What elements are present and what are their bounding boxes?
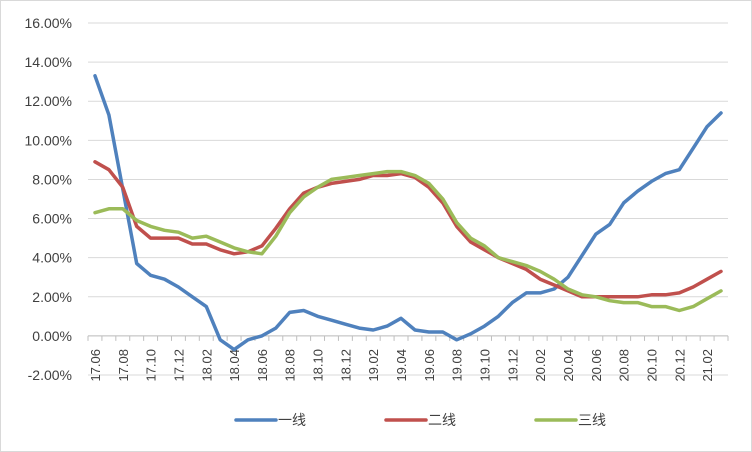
x-tick-label: 17.08 — [116, 349, 131, 382]
y-tick-label: 10.00% — [25, 132, 72, 148]
x-tick-label: 19.04 — [394, 349, 409, 382]
x-tick-label: 17.12 — [171, 349, 186, 382]
x-tick-label: 18.12 — [338, 349, 353, 382]
legend: 一线 二线 三线 — [234, 413, 606, 429]
x-tick-label: 19.08 — [450, 349, 465, 382]
x-tick-label: 18.08 — [283, 349, 298, 382]
y-tick-label: 16.00% — [25, 15, 72, 31]
y-tick-label: -2.00% — [28, 367, 72, 383]
x-tick-label: 17.10 — [144, 349, 159, 382]
y-axis-tick-labels: -2.00% 0.00% 2.00% 4.00% 6.00% 8.00% 10.00% 12.… — [25, 15, 72, 383]
x-tick-label: 18.10 — [311, 349, 326, 382]
series-lines — [93, 74, 723, 352]
x-tick-label: 18.04 — [227, 349, 242, 382]
x-tick-label: 19.02 — [366, 349, 381, 382]
legend-label: 三线 — [578, 413, 606, 429]
y-tick-label: 14.00% — [25, 54, 72, 70]
y-tick-label: 8.00% — [32, 171, 72, 187]
y-tick-label: 2.00% — [32, 289, 72, 305]
x-tick-label: 20.02 — [533, 349, 548, 382]
x-tick-label: 19.12 — [505, 349, 520, 382]
legend-label: 二线 — [428, 413, 456, 429]
x-tick-label: 19.06 — [422, 349, 437, 382]
x-tick-label: 20.06 — [589, 349, 604, 382]
x-tick-label: 18.02 — [199, 349, 214, 382]
y-tick-label: 6.00% — [32, 211, 72, 227]
series-line — [93, 74, 723, 352]
series-line — [93, 169, 723, 313]
x-tick-label: 20.04 — [561, 349, 576, 382]
y-tick-label: 0.00% — [32, 328, 72, 344]
y-tick-label: 12.00% — [25, 93, 72, 109]
series-line — [93, 160, 723, 299]
x-tick-label: 21.02 — [700, 349, 715, 382]
x-axis: 17.06 17.08 17.10 17.12 18.02 18.04 18.06 18.08… — [87, 335, 729, 382]
x-tick-label: 18.06 — [255, 349, 270, 382]
legend-label: 一线 — [278, 413, 306, 429]
x-tick-label: 20.10 — [644, 349, 659, 382]
x-tick-label: 17.06 — [88, 349, 103, 382]
y-tick-label: 4.00% — [32, 250, 72, 266]
x-tick-label: 20.08 — [617, 349, 632, 382]
x-tick-label: 19.10 — [478, 349, 493, 382]
x-tick-label: 20.12 — [672, 349, 687, 382]
